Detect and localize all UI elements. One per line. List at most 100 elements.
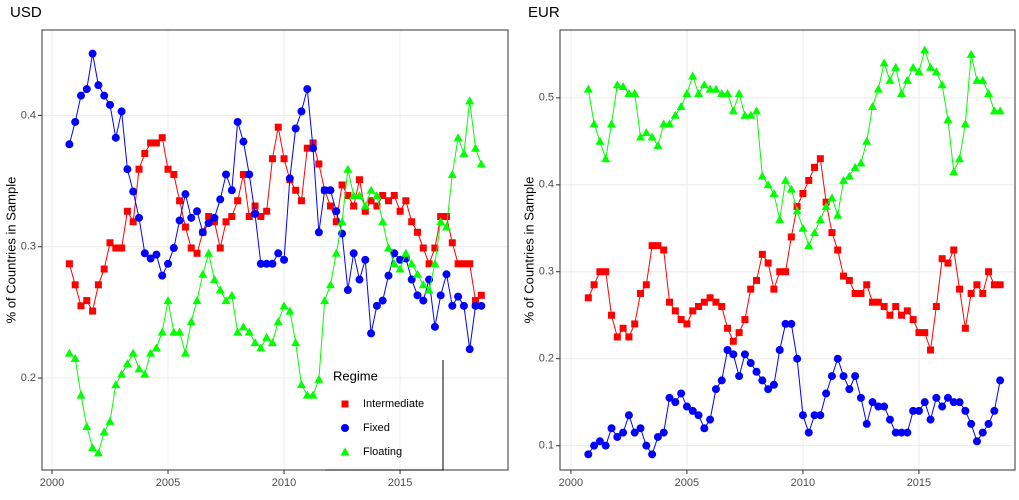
data-point — [873, 84, 883, 93]
data-point — [711, 84, 721, 93]
data-point — [892, 303, 900, 311]
data-point — [844, 171, 854, 180]
data-point — [712, 298, 720, 306]
data-point — [77, 302, 85, 310]
data-point — [683, 320, 691, 328]
data-point — [291, 338, 301, 347]
data-point — [850, 162, 860, 171]
data-point — [932, 393, 941, 402]
data-point — [781, 175, 791, 184]
data-point — [642, 281, 650, 289]
data-point — [769, 380, 778, 389]
data-point — [816, 155, 824, 163]
data-point — [443, 213, 451, 221]
data-point — [268, 259, 277, 268]
data-point — [117, 107, 126, 116]
data-point — [93, 448, 103, 457]
data-point — [187, 213, 196, 222]
data-point — [361, 255, 370, 264]
data-point — [250, 338, 260, 347]
data-point — [764, 259, 772, 267]
x-tick-label: 2005 — [675, 477, 699, 489]
data-point — [660, 246, 668, 254]
data-point — [234, 197, 242, 205]
data-point — [82, 422, 92, 431]
data-point — [76, 91, 85, 100]
data-point — [740, 350, 749, 359]
data-point — [251, 202, 259, 210]
data-point — [990, 406, 999, 415]
data-point — [688, 406, 697, 415]
data-point — [378, 217, 388, 226]
data-point — [180, 348, 190, 357]
data-point — [239, 137, 248, 146]
data-point — [332, 218, 340, 226]
data-point — [979, 289, 987, 297]
data-point — [624, 411, 633, 420]
data-point — [636, 132, 646, 141]
data-point — [996, 281, 1004, 289]
data-point — [641, 128, 651, 137]
data-point — [659, 428, 668, 437]
data-point — [996, 376, 1005, 385]
data-point — [874, 298, 882, 306]
data-point — [320, 296, 330, 305]
data-point — [88, 443, 98, 452]
data-point — [677, 389, 686, 398]
data-point — [64, 348, 74, 357]
data-point — [419, 244, 427, 252]
data-point — [636, 424, 645, 433]
data-point — [840, 272, 848, 280]
data-point — [670, 110, 680, 119]
data-point — [308, 390, 318, 399]
data-point — [210, 213, 219, 222]
data-point — [665, 393, 674, 402]
data-point — [961, 324, 969, 332]
data-point — [589, 119, 599, 128]
data-point — [204, 219, 213, 228]
data-point — [821, 202, 831, 211]
data-point — [857, 289, 865, 297]
data-point — [728, 106, 738, 115]
data-point — [430, 322, 439, 331]
x-tick-label: 2000 — [40, 477, 64, 489]
data-point — [129, 187, 138, 196]
data-point — [344, 191, 352, 199]
data-point — [100, 91, 109, 100]
data-point — [454, 292, 463, 301]
data-point — [99, 427, 109, 436]
data-point — [140, 369, 150, 378]
data-point — [845, 276, 853, 284]
data-point — [233, 117, 242, 126]
data-point — [355, 275, 364, 284]
y-tick-label: 0.3 — [21, 241, 36, 253]
data-point — [76, 390, 86, 399]
data-point — [413, 228, 421, 236]
data-point — [239, 170, 247, 178]
data-point — [757, 171, 767, 180]
data-point — [608, 311, 616, 319]
data-point — [309, 144, 318, 153]
data-point — [984, 88, 994, 97]
data-point — [355, 176, 363, 184]
data-point — [122, 359, 132, 368]
data-point — [228, 213, 236, 221]
data-point — [193, 207, 202, 216]
data-point — [431, 244, 439, 252]
data-point — [624, 88, 634, 97]
data-point — [146, 254, 155, 263]
data-point — [135, 165, 143, 173]
data-point — [198, 269, 208, 278]
data-point — [956, 285, 964, 293]
data-point — [602, 268, 610, 276]
x-tick-label: 2005 — [156, 477, 180, 489]
data-point — [990, 281, 998, 289]
data-point — [770, 285, 778, 293]
data-point — [815, 215, 825, 224]
data-point — [601, 441, 610, 450]
data-point — [65, 260, 73, 268]
data-point — [885, 415, 894, 424]
data-point — [292, 186, 300, 194]
data-point — [595, 437, 604, 446]
